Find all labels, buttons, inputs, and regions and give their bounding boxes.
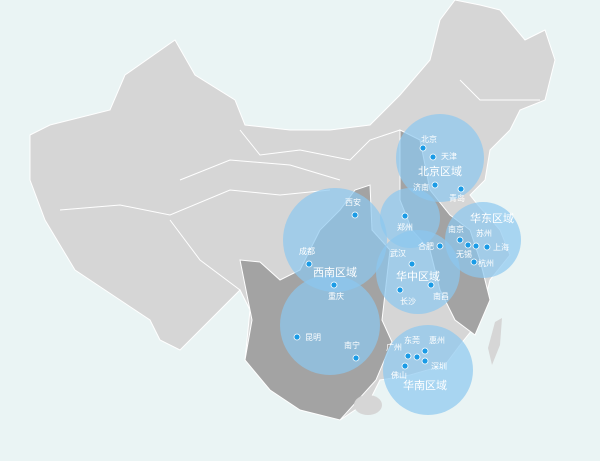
city-marker[interactable] (470, 258, 478, 266)
region-circle[interactable] (383, 325, 473, 415)
city-label: 长沙 (400, 296, 416, 306)
city-label: 佛山 (391, 370, 407, 380)
city-label: 郑州 (397, 222, 413, 232)
region-label: 华东区域 (470, 211, 514, 225)
city-label: 武汉 (390, 248, 406, 258)
city-marker[interactable] (457, 185, 465, 193)
city-label: 南京 (448, 224, 464, 234)
city-marker[interactable] (483, 243, 491, 251)
city-marker[interactable] (396, 286, 404, 294)
city-label: 深圳 (431, 361, 447, 371)
city-label: 杭州 (478, 258, 494, 268)
region-circles (280, 114, 521, 415)
city-marker[interactable] (427, 281, 435, 289)
city-marker[interactable] (419, 144, 427, 152)
city-label: 济南 (413, 182, 429, 192)
province-borders (59, 79, 540, 291)
city-marker[interactable] (330, 281, 338, 289)
city-label: 惠州 (429, 335, 445, 345)
region-label: 华中区域 (396, 269, 440, 283)
city-marker[interactable] (408, 260, 416, 268)
city-label: 北京 (421, 134, 437, 144)
region-circle[interactable] (445, 202, 521, 278)
taiwan-island (488, 318, 502, 365)
city-label: 广州 (386, 342, 402, 352)
city-label: 天津 (441, 151, 457, 161)
region-label: 华南区域 (403, 378, 447, 392)
region-label: 北京区域 (418, 164, 462, 178)
city-markers (293, 144, 491, 370)
region-circle[interactable] (280, 275, 380, 375)
city-marker[interactable] (436, 242, 444, 250)
city-marker[interactable] (293, 333, 301, 341)
city-label: 东莞 (404, 335, 420, 345)
city-marker[interactable] (421, 357, 429, 365)
city-marker[interactable] (305, 260, 313, 268)
city-marker[interactable] (464, 241, 472, 249)
city-label: 南昌 (433, 291, 449, 301)
city-marker[interactable] (401, 362, 409, 370)
city-label: 合肥 (418, 241, 434, 251)
city-marker[interactable] (472, 242, 480, 250)
city-label: 昆明 (305, 333, 321, 342)
city-marker[interactable] (352, 354, 360, 362)
city-label: 西安 (345, 197, 361, 207)
city-label: 苏州 (476, 228, 492, 238)
china-landmass (29, 0, 556, 421)
region-circle[interactable] (396, 114, 484, 202)
city-marker[interactable] (404, 352, 412, 360)
city-label: 重庆 (328, 291, 344, 301)
city-marker[interactable] (431, 181, 439, 189)
city-label: 上海 (493, 242, 509, 252)
city-marker[interactable] (456, 236, 464, 244)
city-label: 青岛 (449, 193, 465, 203)
city-marker[interactable] (421, 347, 429, 355)
region-label: 西南区域 (313, 266, 357, 279)
city-label: 成都 (299, 246, 315, 256)
city-label: 南宁 (344, 340, 360, 350)
city-marker[interactable] (429, 153, 437, 161)
city-marker[interactable] (413, 353, 421, 361)
hainan-island (354, 395, 382, 415)
city-marker[interactable] (401, 212, 409, 220)
region-circle[interactable] (376, 230, 460, 314)
city-marker[interactable] (351, 211, 359, 219)
city-label: 无锡 (456, 250, 472, 259)
